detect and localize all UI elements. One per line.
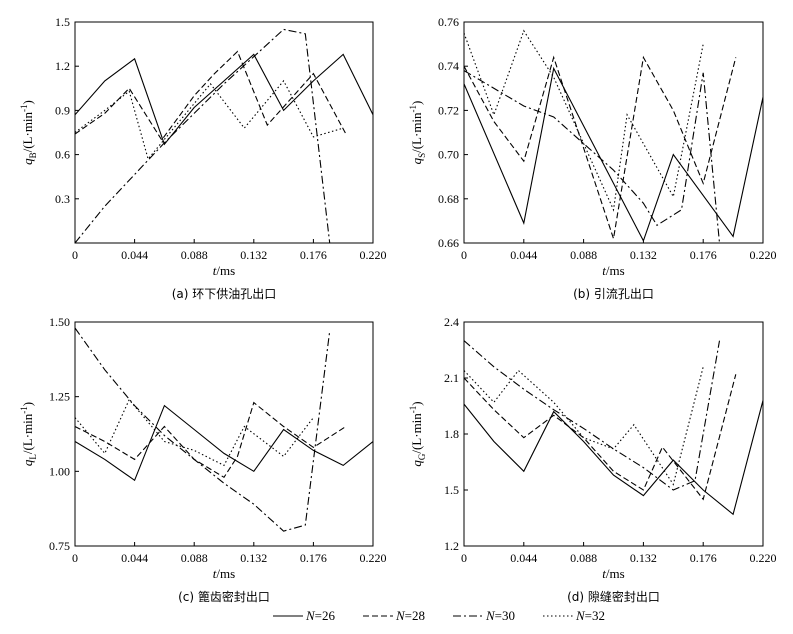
y-tick-label: 0.70 <box>438 148 459 162</box>
y-tick-label: 0.74 <box>438 59 459 73</box>
series-line-N-30 <box>464 70 721 243</box>
x-tick-label: 0.176 <box>690 551 717 565</box>
x-tick-label: 0.132 <box>630 551 657 565</box>
y-axis-label: qL/(L·min-1) <box>19 402 38 466</box>
panel-c: 0 0.044 0.088 0.132 0.176 0.220 0.75 1.00 1.25 1.… <box>19 315 387 604</box>
x-tick-label: 0.088 <box>181 248 208 262</box>
series-line-N-30 <box>75 28 331 243</box>
series-line-N-26 <box>75 404 373 482</box>
x-axis-label: t/ms <box>602 263 624 278</box>
series-line-N-28 <box>464 374 737 501</box>
panel-caption: (b) 引流孔出口 <box>573 287 654 301</box>
series-line-N-26 <box>464 400 763 516</box>
legend: N=26 N=28 N=30 N=32 <box>273 608 605 623</box>
x-tick-label: 0.220 <box>360 551 387 565</box>
legend-label: N=32 <box>575 608 605 623</box>
y-tick-label: 0.76 <box>438 15 459 29</box>
panel-caption: (a) 环下供油孔出口 <box>172 287 277 301</box>
y-tick-label: 1.25 <box>49 390 70 404</box>
x-tick-label: 0 <box>461 551 467 565</box>
legend-item: N=30 <box>453 608 515 623</box>
series-line-N-28 <box>75 50 347 141</box>
x-tick-label: 0.088 <box>570 248 597 262</box>
legend-item: N=28 <box>363 608 425 623</box>
x-tick-label: 0.044 <box>510 248 537 262</box>
x-tick-label: 0.044 <box>121 551 148 565</box>
series-line-N-26 <box>464 66 763 243</box>
y-tick-label: 0.68 <box>438 192 459 206</box>
x-tick-label: 0.176 <box>690 248 717 262</box>
panel-caption: (c) 篦齿密封出口 <box>178 589 270 604</box>
x-tick-label: 0.132 <box>240 551 267 565</box>
plot-frame <box>74 321 374 547</box>
series-line-N-26 <box>75 53 373 146</box>
x-axis-label: t/ms <box>602 566 624 581</box>
y-tick-label: 1.5 <box>55 15 70 29</box>
panel-d: 0 0.044 0.088 0.132 0.176 0.220 1.2 1.5 1.8 2.1 2.… <box>408 315 777 604</box>
y-tick-label: 2.1 <box>444 371 459 385</box>
y-tick-label: 0.6 <box>55 148 70 162</box>
legend-label: N=26 <box>305 608 336 623</box>
y-tick-label: 1.2 <box>444 539 459 553</box>
x-tick-label: 0 <box>461 248 467 262</box>
x-tick-label: 0 <box>72 551 78 565</box>
y-axis-label: qG/(L·min-1) <box>408 401 427 466</box>
x-tick-label: 0.044 <box>121 248 148 262</box>
panel-a: 0 0.044 0.088 0.132 0.176 0.220 0.3 0.6 0.9 1.2 1.… <box>19 15 387 301</box>
legend-label: N=30 <box>485 608 515 623</box>
y-tick-label: 1.2 <box>55 59 70 73</box>
y-tick-label: 0.72 <box>438 103 459 117</box>
x-tick-label: 0.220 <box>750 248 777 262</box>
x-tick-label: 0.176 <box>300 551 327 565</box>
x-tick-label: 0.088 <box>181 551 208 565</box>
legend-label: N=28 <box>395 608 425 623</box>
y-axis-label: qB/(L·min-1) <box>19 100 38 165</box>
x-axis-label: t/ms <box>213 263 235 278</box>
series-line-N-32 <box>464 366 704 486</box>
series-line-N-32 <box>75 398 314 467</box>
y-tick-label: 0.66 <box>438 236 459 250</box>
y-tick-label: 0.9 <box>55 103 70 117</box>
series-line-N-30 <box>75 327 331 532</box>
y-tick-label: 0.75 <box>49 539 70 553</box>
x-tick-label: 0.176 <box>300 248 327 262</box>
plot-frame <box>463 21 764 244</box>
series-line-N-32 <box>75 79 344 161</box>
legend-item: N=32 <box>543 608 605 623</box>
panel-caption: (d) 隙缝密封出口 <box>567 589 660 604</box>
y-tick-label: 1.8 <box>444 427 459 441</box>
y-tick-label: 1.50 <box>49 315 70 329</box>
plot-frame <box>463 321 764 547</box>
y-axis-label: qS/(L·min-1) <box>408 101 427 165</box>
x-tick-label: 0 <box>72 248 78 262</box>
y-tick-label: 1.00 <box>49 464 70 478</box>
series-line-N-32 <box>464 29 704 212</box>
legend-item: N=26 <box>273 608 336 623</box>
panel-b: 0 0.044 0.088 0.132 0.176 0.220 0.66 0.68 0.70 0.… <box>408 15 777 301</box>
x-axis-label: t/ms <box>213 566 235 581</box>
y-tick-label: 1.5 <box>444 483 459 497</box>
x-tick-label: 0.132 <box>630 248 657 262</box>
x-tick-label: 0.088 <box>570 551 597 565</box>
y-tick-label: 2.4 <box>444 315 459 329</box>
series-line-N-30 <box>464 340 721 491</box>
x-tick-label: 0.220 <box>750 551 777 565</box>
x-tick-label: 0.220 <box>360 248 387 262</box>
series-line-N-28 <box>75 401 347 479</box>
y-tick-label: 0.3 <box>55 192 70 206</box>
x-tick-label: 0.132 <box>240 248 267 262</box>
x-tick-label: 0.044 <box>510 551 537 565</box>
